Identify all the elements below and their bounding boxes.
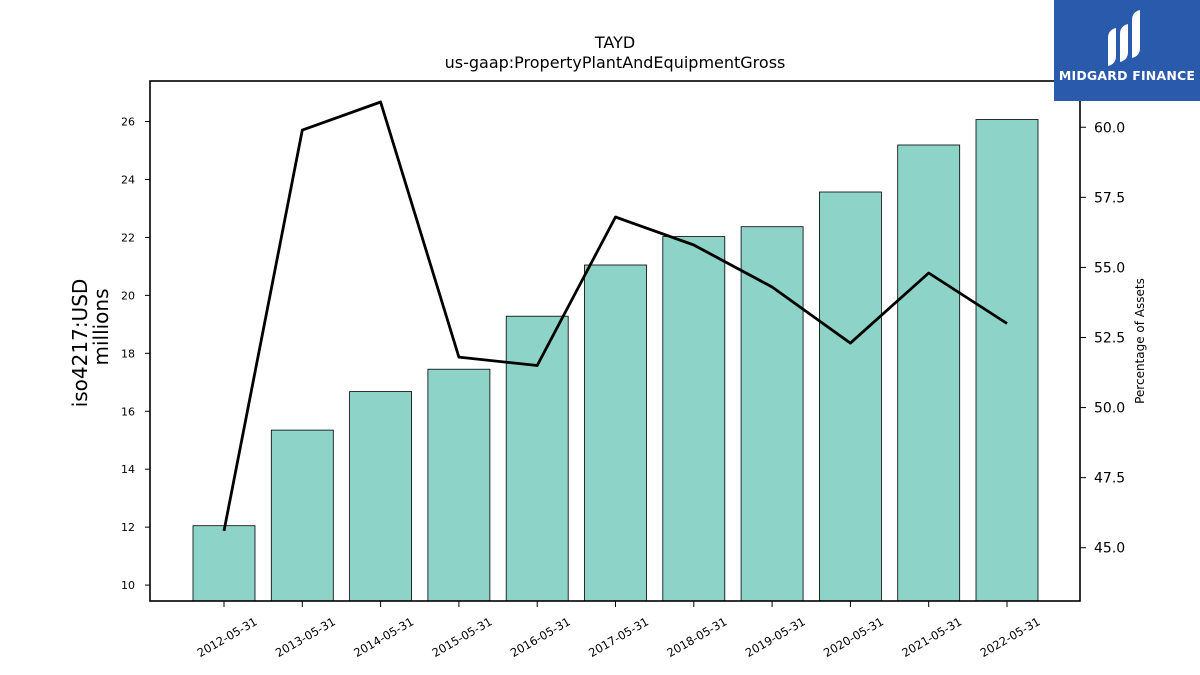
- y2-tick-label: 60.0: [1094, 120, 1125, 136]
- y-tick-label: 20: [121, 289, 135, 302]
- bar: [505, 315, 569, 602]
- midgard-logo-icon: [1108, 10, 1140, 66]
- y2-tick-label: 55.0: [1094, 260, 1125, 276]
- plot-frame: [149, 80, 1081, 602]
- y2-tick-label: 50.0: [1094, 401, 1125, 417]
- bar: [662, 236, 726, 602]
- y2-tick-label: 45.0: [1094, 541, 1125, 557]
- bar: [975, 119, 1039, 602]
- bar: [349, 391, 413, 602]
- y-tick-label: 12: [121, 521, 135, 534]
- x-tick-label: 2018-05-31: [664, 614, 729, 660]
- y-axis-unit-label: millions: [89, 288, 113, 365]
- y-tick-label: 18: [121, 347, 135, 360]
- x-tick-label: 2014-05-31: [351, 614, 416, 660]
- x-tick-label: 2021-05-31: [899, 614, 964, 660]
- y-tick-label: 26: [121, 116, 135, 129]
- bar: [897, 144, 961, 602]
- y-tick-label: 22: [121, 231, 135, 244]
- y-tick-label: 14: [121, 463, 135, 476]
- y-tick-label: 16: [121, 405, 135, 418]
- bar-series: [192, 119, 1039, 602]
- y-tick-label: 24: [121, 173, 135, 186]
- x-tick-label: 2022-05-31: [978, 614, 1043, 660]
- bar: [740, 226, 804, 602]
- brand-logo: MIDGARD FINANCE: [1054, 0, 1200, 101]
- chart-subtitle: us-gaap:PropertyPlantAndEquipmentGross: [445, 53, 786, 72]
- x-tick-label: 2013-05-31: [273, 614, 338, 660]
- y-axis-label: iso4217:USD: [68, 279, 92, 408]
- x-tick-label: 2020-05-31: [821, 614, 886, 660]
- x-tick-label: 2019-05-31: [743, 614, 808, 660]
- x-tick-label: 2012-05-31: [195, 614, 260, 660]
- y2-axis-label: Percentage of Assets: [1133, 278, 1147, 404]
- y2-tick-label: 52.5: [1094, 330, 1125, 346]
- bar: [270, 429, 334, 602]
- line-series-path: [222, 100, 1008, 532]
- bar: [819, 191, 882, 602]
- y-tick-label: 10: [121, 579, 135, 592]
- bar: [427, 368, 491, 602]
- bar: [192, 525, 256, 602]
- logo-text: MIDGARD FINANCE: [1058, 68, 1196, 83]
- y2-tick-label: 57.5: [1094, 190, 1125, 206]
- x-tick-label: 2015-05-31: [430, 614, 495, 660]
- x-tick-label: 2016-05-31: [508, 614, 573, 660]
- y2-tick-label: 47.5: [1094, 471, 1125, 487]
- chart-title: TAYD: [594, 33, 635, 52]
- bar: [584, 264, 647, 602]
- x-tick-label: 2017-05-31: [586, 614, 651, 660]
- line-series: [222, 100, 1008, 532]
